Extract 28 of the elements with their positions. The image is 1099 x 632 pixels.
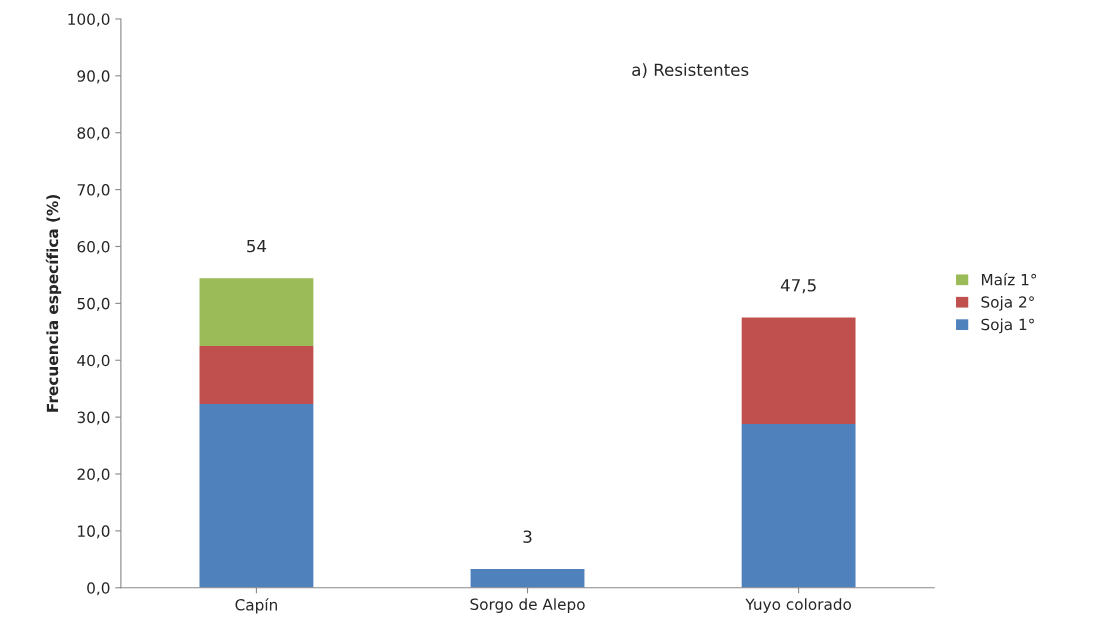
total-label: 47,5 <box>780 279 816 294</box>
y-tick-label: 50,0 <box>77 297 110 311</box>
bar <box>741 317 856 424</box>
bar <box>199 346 314 405</box>
bar <box>199 278 314 347</box>
y-tick-label: 10,0 <box>78 525 110 539</box>
legend-label: Soja 2° <box>981 295 1034 311</box>
y-tick-label: 20,0 <box>77 468 110 482</box>
total-label: 54 <box>247 239 267 253</box>
y-tick-label: 100,0 <box>68 13 110 27</box>
y-tick-label: 30,0 <box>77 411 110 425</box>
y-tick-label: 40,0 <box>77 354 110 368</box>
bar <box>470 568 585 588</box>
x-tick-label: Capín <box>235 598 277 614</box>
y-axis-title: Frecuencia específica (%) <box>45 195 62 412</box>
legend-label: Maíz 1° <box>981 272 1037 286</box>
annotation: a) Resistentes <box>632 63 749 79</box>
y-tick-label: 0,0 <box>87 582 110 596</box>
x-tick-label: Yuyo colorado <box>745 598 852 613</box>
y-tick-label: 60,0 <box>77 240 110 255</box>
legend-label: Soja 1° <box>981 318 1034 334</box>
x-tick-label: Sorgo de Alepo <box>470 598 585 613</box>
y-tick-label: 90,0 <box>77 70 110 84</box>
bar <box>741 423 856 588</box>
y-tick-label: 70,0 <box>77 184 110 198</box>
y-tick-label: 80,0 <box>77 127 110 141</box>
total-label: 3 <box>523 530 532 544</box>
bar <box>199 404 314 588</box>
